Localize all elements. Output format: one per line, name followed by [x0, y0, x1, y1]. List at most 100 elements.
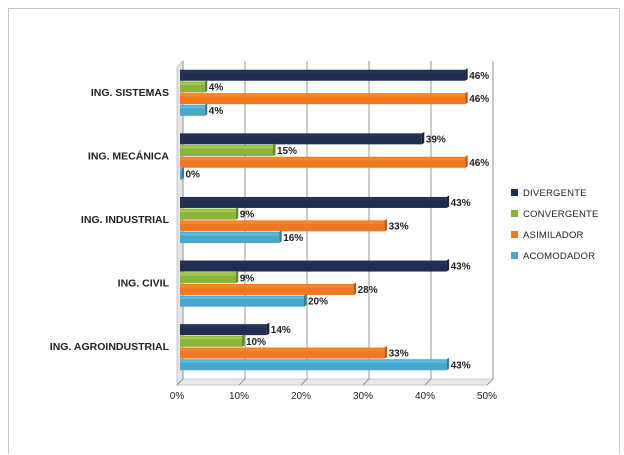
- data-label-divergente-ing-mecanica: 39%: [426, 134, 446, 145]
- data-label-convergente-ing-civil: 9%: [240, 273, 255, 284]
- x-tick-label: 20%: [291, 391, 311, 402]
- bar-asimilador-ing-civil: [180, 283, 354, 295]
- bar-highlight-asimilador-ing-sistemas: [180, 94, 466, 97]
- x-tick-label: 0%: [170, 391, 185, 402]
- data-label-convergente-ing-agroindustrial: 10%: [246, 337, 266, 348]
- legend-swatch-divergente: [511, 189, 518, 196]
- bar-highlight-divergente-ing-civil: [180, 261, 447, 265]
- data-label-asimilador-ing-mecanica: 46%: [469, 158, 489, 169]
- bar-cap-asimilador-ing-agroindustrial: [384, 346, 388, 359]
- bar-cap-asimilador-ing-mecanica: [465, 155, 468, 168]
- bars: [180, 68, 468, 371]
- legend-swatch-acomodador: [511, 252, 518, 259]
- bar-acomodador-ing-agroindustrial: [180, 359, 447, 371]
- bar-highlight-convergente-ing-sistemas: [180, 82, 205, 85]
- bar-cap-acomodador-ing-industrial: [279, 230, 282, 244]
- bar-cap-convergente-ing-civil: [235, 270, 239, 284]
- bar-cap-convergente-ing-industrial: [235, 207, 239, 220]
- bar-cap-acomodador-ing-civil: [304, 294, 307, 307]
- data-label-divergente-ing-agroindustrial: 14%: [271, 325, 291, 336]
- bar-highlight-acomodador-ing-sistemas: [180, 105, 205, 109]
- bar-cap-divergente-ing-sistemas: [465, 68, 468, 81]
- bar-divergente-ing-mecanica: [180, 133, 422, 145]
- data-label-acomodador-ing-civil: 20%: [308, 297, 328, 308]
- category-label-ing-industrial: ING. INDUSTRIAL: [81, 214, 170, 226]
- bar-highlight-divergente-ing-industrial: [180, 197, 447, 201]
- bar-highlight-divergente-ing-mecanica: [180, 134, 422, 137]
- chart-frame: 46% 4% 46% 4% 39% 15% 46% 0% 43% 9% 33% 16% 43% 9% 28%…: [8, 8, 620, 454]
- x-tick-label: 10%: [229, 391, 249, 402]
- bar-highlight-acomodador-ing-agroindustrial: [180, 360, 447, 363]
- bar-chart: 46% 4% 46% 4% 39% 15% 46% 0% 43% 9% 33% 16% 43% 9% 28%…: [50, 60, 599, 402]
- bar-highlight-asimilador-ing-mecanica: [180, 157, 466, 161]
- bar-highlight-convergente-ing-mecanica: [180, 146, 273, 149]
- bar-cap-acomodador-ing-mecanica: [181, 166, 184, 180]
- bar-cap-asimilador-ing-civil: [353, 282, 357, 295]
- bar-divergente-ing-sistemas: [180, 69, 466, 81]
- legend: DIVERGENTE CONVERGENTE ASIMILADOR ACOMODADO…: [511, 188, 599, 262]
- category-label-ing-mecanica: ING. MECÁNICA: [88, 149, 170, 162]
- bar-acomodador-ing-sistemas: [180, 104, 205, 116]
- grid-floor-line-4: [424, 378, 432, 386]
- bar-convergente-ing-mecanica: [180, 145, 273, 157]
- data-label-acomodador-ing-sistemas: 4%: [209, 106, 224, 117]
- data-label-asimilador-ing-civil: 28%: [358, 285, 378, 296]
- data-label-convergente-ing-sistemas: 4%: [209, 82, 224, 93]
- bar-asimilador-ing-industrial: [180, 220, 385, 232]
- bar-divergente-ing-civil: [180, 260, 447, 272]
- x-tick-label: 40%: [415, 391, 435, 402]
- data-label-asimilador-ing-industrial: 33%: [389, 221, 409, 232]
- data-label-asimilador-ing-sistemas: 46%: [469, 94, 489, 105]
- legend-label-asimilador: ASIMILADOR: [523, 230, 584, 241]
- category-label-ing-agroindustrial: ING. AGROINDUSTRIAL: [50, 341, 170, 353]
- category-labels: ING. SISTEMAS ING. MECÁNICA ING. INDUSTRIA…: [50, 87, 170, 353]
- data-label-acomodador-ing-agroindustrial: 43%: [451, 360, 471, 371]
- bar-highlight-convergente-ing-industrial: [180, 209, 236, 213]
- bar-acomodador-ing-industrial: [180, 232, 280, 244]
- legend-label-divergente: DIVERGENTE: [523, 188, 587, 199]
- bar-highlight-convergente-ing-agroindustrial: [180, 336, 242, 340]
- bar-asimilador-ing-agroindustrial: [180, 347, 385, 359]
- bar-highlight-acomodador-ing-civil: [180, 296, 304, 300]
- x-tick-label: 30%: [353, 391, 373, 402]
- bar-cap-divergente-ing-agroindustrial: [266, 322, 270, 336]
- data-label-divergente-ing-civil: 43%: [451, 262, 471, 273]
- bar-cap-convergente-ing-agroindustrial: [242, 334, 245, 347]
- bar-cap-convergente-ing-mecanica: [273, 143, 276, 157]
- bar-acomodador-ing-civil: [180, 295, 304, 307]
- bar-convergente-ing-industrial: [180, 208, 236, 220]
- bar-highlight-acomodador-ing-industrial: [180, 233, 280, 236]
- bar-divergente-ing-agroindustrial: [180, 324, 267, 336]
- legend-label-convergente: CONVERGENTE: [523, 209, 599, 220]
- grid-floor-line-0: [176, 378, 184, 386]
- x-tick-label: 50%: [477, 391, 497, 402]
- grid-floor-line-3: [362, 378, 370, 386]
- bar-convergente-ing-sistemas: [180, 81, 205, 93]
- data-labels: 46% 4% 46% 4% 39% 15% 46% 0% 43% 9% 33% 16% 43% 9% 28%…: [186, 71, 490, 372]
- bar-highlight-divergente-ing-sistemas: [180, 70, 466, 74]
- data-label-convergente-ing-mecanica: 15%: [277, 146, 297, 157]
- data-label-acomodador-ing-industrial: 16%: [283, 233, 303, 244]
- bar-asimilador-ing-mecanica: [180, 156, 466, 168]
- plot-floor: [176, 378, 494, 386]
- bar-cap-acomodador-ing-agroindustrial: [446, 357, 450, 371]
- bar-convergente-ing-civil: [180, 272, 236, 284]
- bar-highlight-convergente-ing-civil: [180, 273, 236, 276]
- grid-floor-line-5: [486, 378, 494, 386]
- x-axis-ticks: 0% 10% 20% 30% 40% 50%: [170, 391, 497, 402]
- grid-floor-line-2: [300, 378, 308, 386]
- bar-cap-acomodador-ing-sistemas: [204, 103, 208, 116]
- bar-cap-divergente-ing-mecanica: [421, 131, 425, 145]
- legend-label-acomodador: ACOMODADOR: [523, 251, 595, 262]
- bar-highlight-asimilador-ing-agroindustrial: [180, 348, 385, 352]
- legend-swatch-convergente: [511, 210, 518, 217]
- bar-cap-convergente-ing-sistemas: [204, 79, 208, 93]
- data-label-convergente-ing-industrial: 9%: [240, 210, 255, 221]
- bar-highlight-asimilador-ing-civil: [180, 284, 354, 288]
- bar-cap-asimilador-ing-sistemas: [465, 91, 468, 105]
- bar-asimilador-ing-sistemas: [180, 93, 466, 105]
- bar-highlight-divergente-ing-agroindustrial: [180, 325, 267, 328]
- legend-swatch-asimilador: [511, 231, 518, 238]
- bar-divergente-ing-industrial: [180, 196, 447, 208]
- grid-floor-line-1: [238, 378, 246, 386]
